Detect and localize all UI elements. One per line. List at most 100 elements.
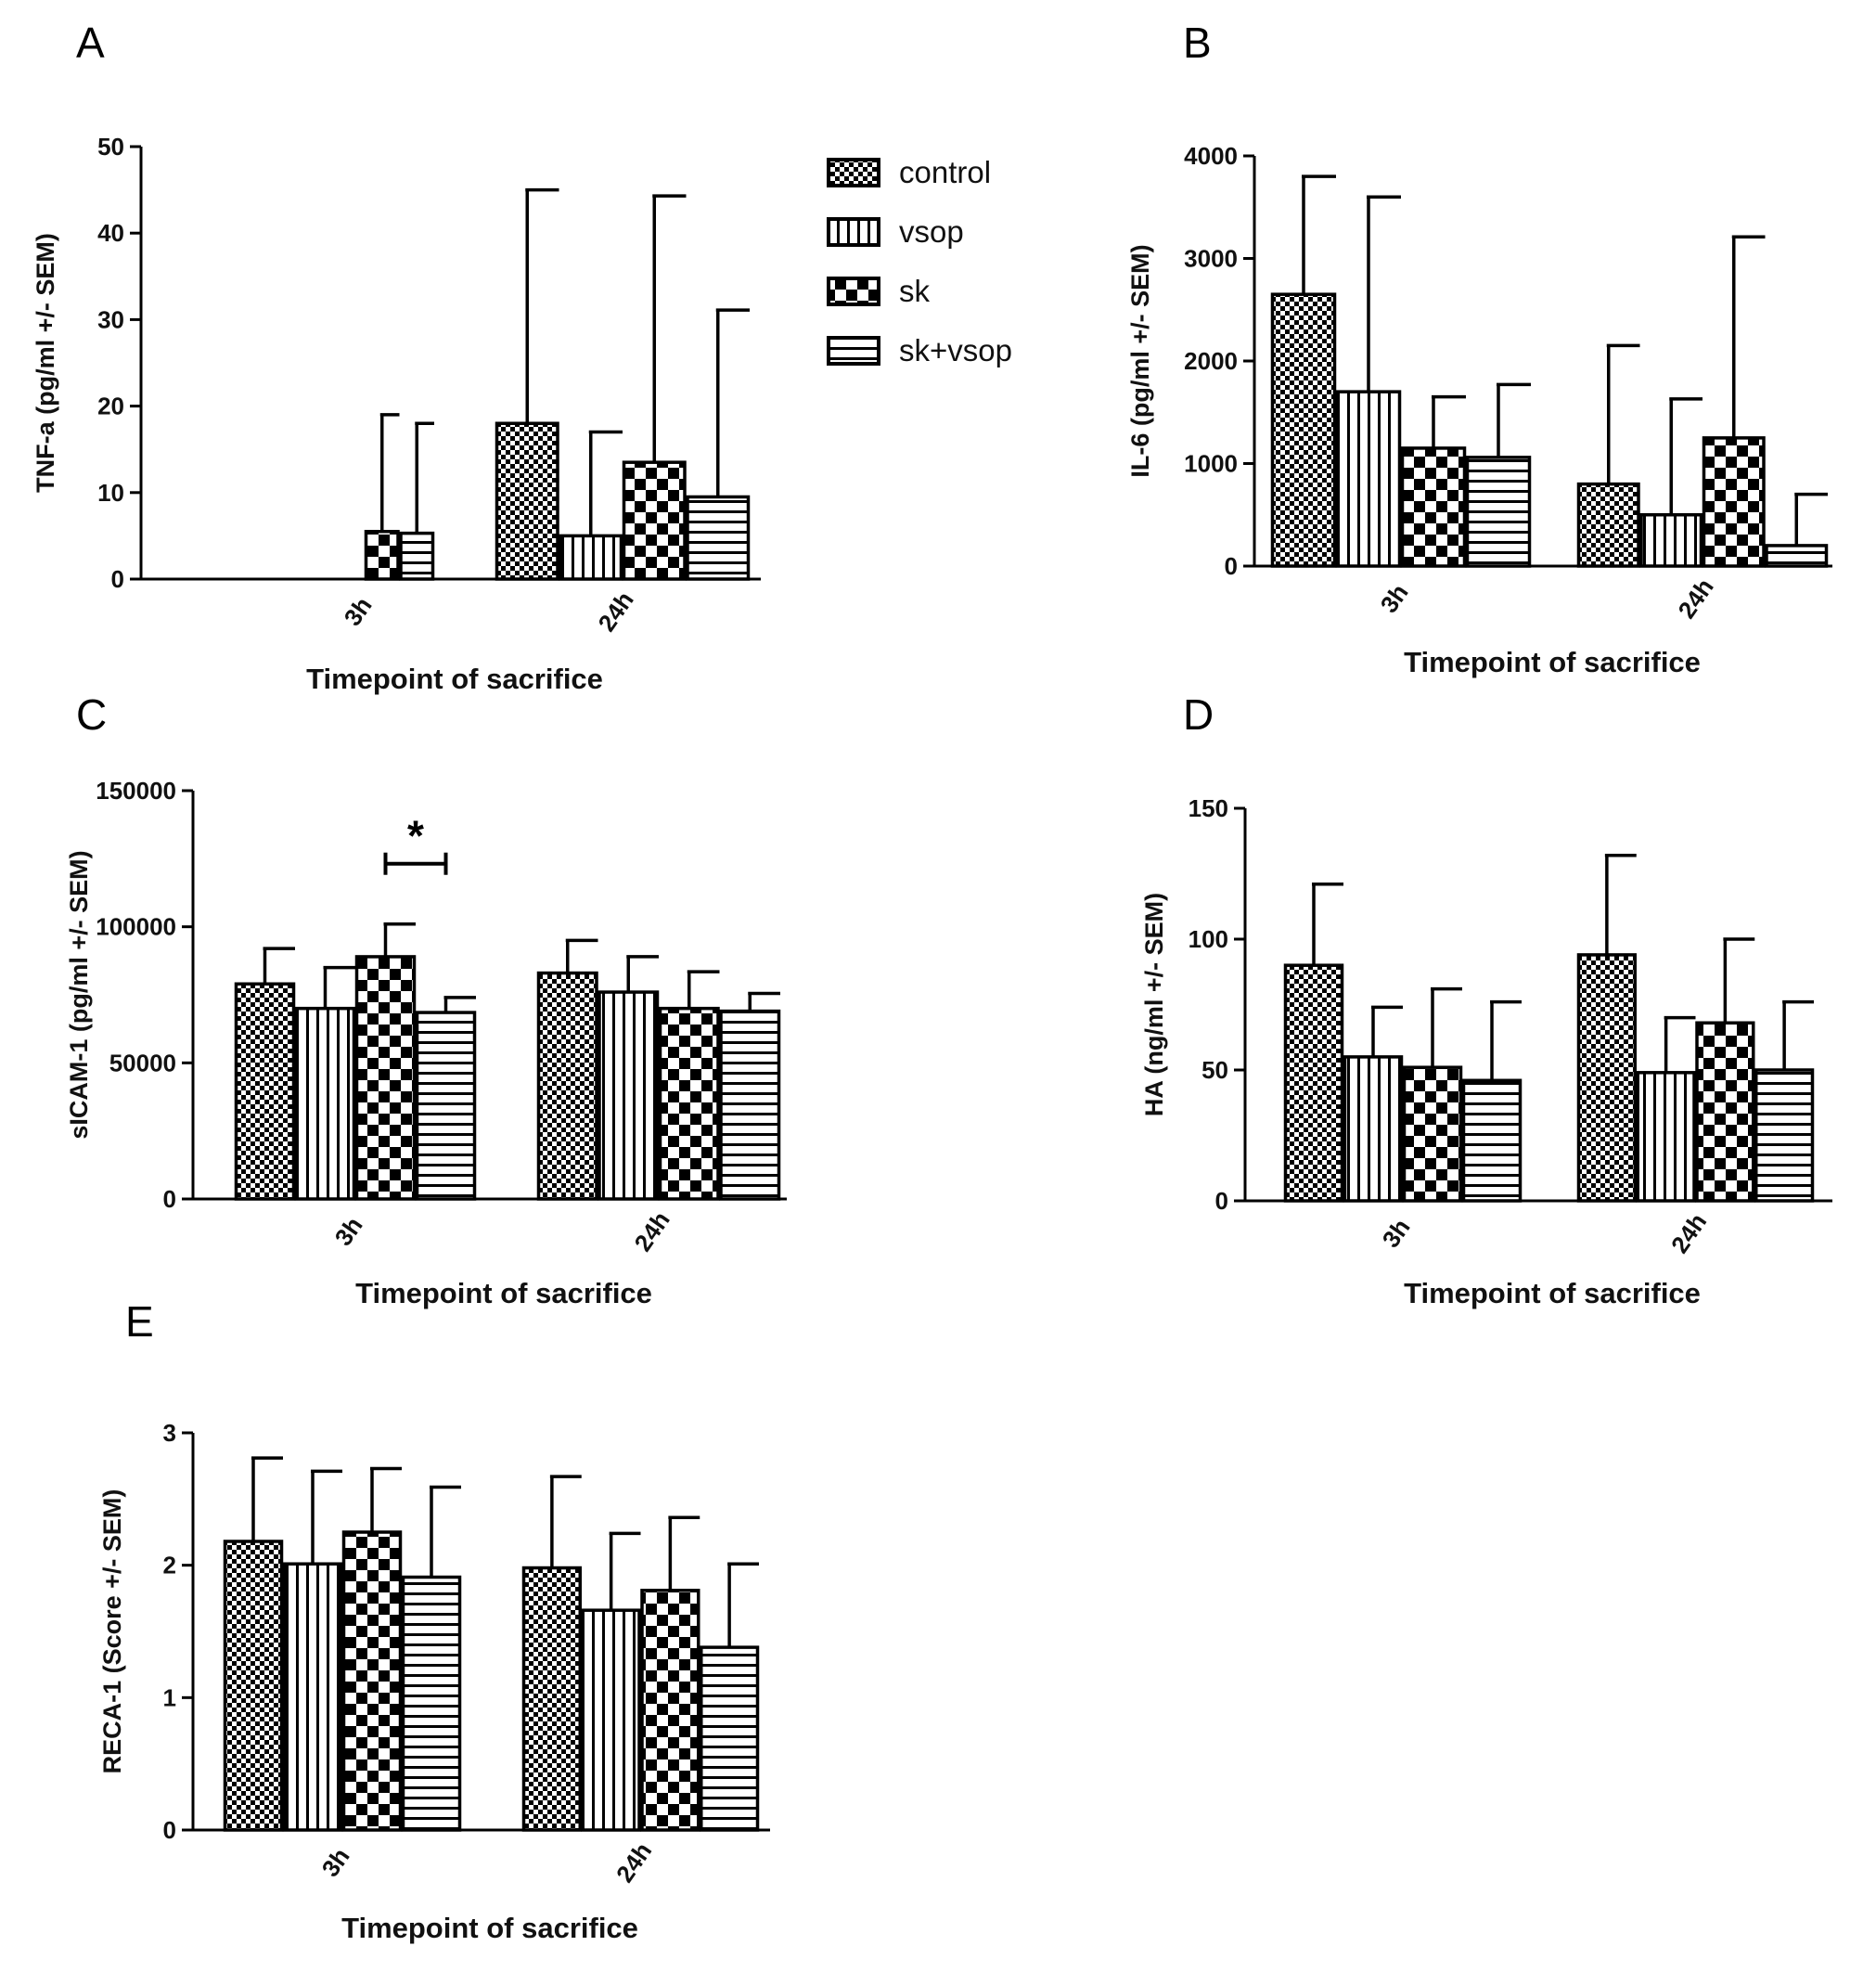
panel-letter: E [125, 1297, 154, 1346]
significance-label: * [407, 812, 424, 860]
panel-a: A 0 10 20 30 40 50 TNF-a (pg/ml +/- SEM) Timepoi… [32, 19, 761, 695]
x-axis-label: Timepoint of sacrifice [355, 1277, 652, 1309]
x-tick-label: 24h [628, 1206, 675, 1257]
bar-vsop-24h [559, 534, 623, 581]
y-tick-label: 30 [97, 305, 124, 333]
y-tick-label: 40 [97, 219, 124, 247]
y-axis-label: IL-6 (pg/ml +/- SEM) [1126, 244, 1154, 477]
y-tick-label: 0 [1225, 552, 1238, 580]
bar-vsop-24h [581, 1608, 641, 1832]
bar-vsop-3h [282, 1562, 343, 1832]
bar-sk-plus-vsop-24h [686, 495, 751, 581]
bar-control-24h [1576, 953, 1637, 1203]
bar-sk-24h [622, 460, 687, 581]
x-tick-label: 3h [329, 1212, 368, 1251]
legend-item-vsop: vsop [827, 214, 964, 249]
x-tick-label: 24h [1672, 574, 1718, 624]
panel-b: B 0 1000 2000 3000 4000 IL-6 (pg/ml +/- SEM) Ti… [1126, 19, 1832, 678]
x-tick-label: 24h [1665, 1208, 1712, 1258]
panel-letter: D [1183, 690, 1214, 739]
bar-sk-24h [1702, 436, 1766, 568]
bar-sk-plus-vsop-24h [700, 1645, 760, 1832]
y-tick-label: 2 [163, 1552, 176, 1579]
y-tick-label: 20 [97, 393, 124, 420]
category-group-24h [1576, 235, 1829, 568]
x-tick-label: 3h [339, 592, 378, 631]
legend-label: sk+vsop [899, 333, 1012, 367]
bar-control-24h [495, 421, 559, 581]
y-axis-label: TNF-a (pg/ml +/- SEM) [32, 233, 59, 493]
y-axis-label: HA (ng/ml +/- SEM) [1140, 893, 1168, 1116]
category-group-3h [234, 922, 477, 1201]
bar-vsop-24h [1636, 1071, 1696, 1203]
legend-item-sk-plus-vsop: sk+vsop [827, 333, 1012, 367]
y-tick-label: 3000 [1184, 245, 1238, 273]
bar-control-24h [536, 971, 598, 1201]
bar-vsop-24h [1639, 513, 1703, 568]
bar-sk-24h [1695, 1021, 1755, 1203]
category-group-24h [536, 938, 781, 1201]
category-group-3h [1283, 883, 1523, 1203]
y-axis-label: sICAM-1 (pg/ml +/- SEM) [65, 850, 93, 1139]
legend-swatch [827, 217, 880, 247]
category-group-3h [223, 1456, 462, 1832]
bar-sk-3h [1400, 446, 1467, 568]
bar-vsop-3h [1343, 1055, 1404, 1203]
y-tick-label: 4000 [1184, 142, 1238, 170]
panel-letter: B [1183, 19, 1212, 67]
panel-e: E 0 1 2 3 RECA-1 (Score +/- SEM) Timepoint of … [98, 1297, 770, 1944]
bar-sk-3h [364, 529, 400, 581]
legend: control vsop sk sk+vsop [827, 155, 1012, 367]
legend-item-control: control [827, 155, 991, 189]
y-tick-label: 1000 [1184, 450, 1238, 478]
x-axis-label: Timepoint of sacrifice [306, 663, 603, 695]
legend-swatch [827, 158, 880, 187]
legend-swatch [827, 277, 880, 306]
category-group-3h [1270, 174, 1532, 568]
y-tick-label: 100 [1189, 925, 1228, 953]
y-tick-label: 150000 [96, 777, 176, 805]
bar-sk-3h [341, 1530, 403, 1832]
category-group-3h [364, 413, 435, 581]
legend-swatch [827, 336, 880, 366]
legend-label: vsop [899, 214, 964, 249]
x-axis-label: Timepoint of sacrifice [1404, 1277, 1701, 1309]
panel-letter: C [76, 690, 107, 739]
bar-sk-plus-vsop-24h [1754, 1068, 1815, 1203]
bar-sk-3h [1402, 1065, 1463, 1203]
category-group-24h [495, 187, 751, 581]
x-tick-label: 24h [592, 586, 638, 637]
bar-sk-plus-vsop-3h [415, 1011, 477, 1201]
x-axis-label: Timepoint of sacrifice [341, 1912, 638, 1944]
y-tick-label: 0 [163, 1185, 176, 1213]
category-group-24h [521, 1475, 760, 1832]
bar-sk-plus-vsop-24h [1765, 544, 1829, 568]
bar-sk-plus-vsop-3h [1465, 456, 1532, 568]
panel-d: D 0 50 100 150 HA (ng/ml +/- SEM) Timepoint of… [1140, 690, 1832, 1309]
y-tick-label: 50 [1201, 1056, 1228, 1084]
panel-letter: A [76, 19, 105, 67]
x-tick-label: 3h [1375, 579, 1414, 618]
y-tick-label: 150 [1189, 794, 1228, 822]
bar-sk-plus-vsop-24h [719, 1009, 781, 1201]
bar-control-3h [234, 982, 296, 1201]
legend-item-sk: sk [827, 274, 931, 308]
y-axis-label: RECA-1 (Score +/- SEM) [98, 1489, 126, 1774]
bar-sk-plus-vsop-3h [399, 531, 435, 581]
legend-label: sk [899, 274, 931, 308]
y-tick-label: 50 [97, 133, 124, 161]
bar-vsop-3h [1335, 390, 1402, 568]
y-tick-label: 3 [163, 1419, 176, 1447]
bar-sk-plus-vsop-3h [1461, 1078, 1523, 1203]
x-axis-label: Timepoint of sacrifice [1404, 646, 1701, 678]
bar-control-24h [1576, 482, 1640, 568]
bar-vsop-3h [294, 1006, 356, 1201]
bar-sk-plus-vsop-3h [401, 1575, 462, 1832]
y-tick-label: 0 [163, 1816, 176, 1844]
y-tick-label: 10 [97, 479, 124, 507]
y-tick-label: 1 [163, 1683, 176, 1711]
bar-control-3h [1283, 963, 1344, 1203]
bar-sk-24h [658, 1006, 720, 1201]
